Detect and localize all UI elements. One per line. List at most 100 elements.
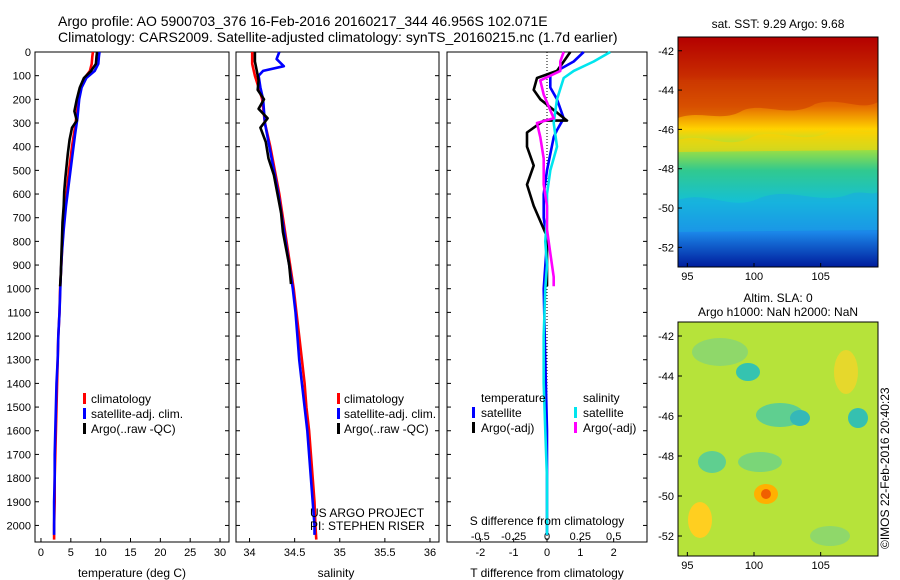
temperature-axis-ticks: 0 5 10 15 20 25 30 [35,51,229,559]
legend-swatch-climatology [83,393,86,404]
salinity-tick-label: 35.5 [374,547,395,559]
s-difference-axis-ticks: -0.5 -0.25 0 0.25 0.5 [471,531,621,543]
sla-map-latitude-label: -48 [658,451,674,463]
depth-tick-label: 100 [13,71,31,83]
depth-tick-label: 900 [13,260,31,272]
sla-map-image [678,322,878,556]
sst-field [678,37,878,267]
s-difference-axis-label: S difference from climatology [470,514,625,528]
salinity-legend: climatology satellite-adj. clim. Argo(..… [337,392,436,436]
sla-patch [790,410,810,426]
depth-axis-ticks: 0 100 200 300 400 500 600 700 800 900 1000 1100 1200… [7,47,31,532]
depth-tick-label: 1300 [7,355,31,367]
series-line-temperature-argo-adj [525,51,572,287]
salinity-tick-label: 34 [243,547,255,559]
difference-panel: -2 -1 0 1 2 -0.5 -0.25 0 0.25 0.5 S difference f… [446,50,648,580]
legend-header-temperature: temperature [481,391,546,405]
sla-patch [848,408,868,428]
sst-map-latitude-label: -42 [658,46,674,58]
depth-tick-label: 2000 [7,520,31,532]
sla-map-longitude-label: 105 [811,560,829,572]
legend-label-argo: Argo(..raw -QC) [344,422,429,436]
legend-swatch-salinity-satellite [574,407,577,418]
legend-label-climatology: climatology [91,392,151,406]
temperature-tick-label: 15 [124,547,136,559]
legend-label-satellite: satellite-adj. clim. [91,407,183,421]
depth-tick-label: 300 [13,118,31,130]
sst-front-warm [678,80,878,118]
pi-annotation: PI: STEPHEN RISER [310,519,425,533]
t-difference-tick-label: 2 [611,547,617,559]
legend-label-satellite: satellite-adj. clim. [344,407,436,421]
legend-swatch-temperature-satellite [472,407,475,418]
project-annotation: US ARGO PROJECT [310,506,425,520]
depth-tick-label: 1800 [7,473,31,485]
sla-map-latitude-label: -44 [658,371,674,383]
imos-watermark: ©IMOS 22-Feb-2016 20:40:23 [878,387,892,549]
s-difference-tick-label: -0.5 [471,531,490,543]
depth-tick-label: 1400 [7,378,31,390]
depth-tick-label: 1200 [7,331,31,343]
legend-label-argo: Argo(..raw -QC) [91,422,176,436]
s-difference-tick-label: 0 [544,531,550,543]
t-difference-tick-label: -2 [475,547,485,559]
difference-legend: temperature salinity satellite Argo(-adj… [472,391,636,435]
salinity-tick-label: 36 [424,547,436,559]
depth-tick-label: 200 [13,94,31,106]
series-line-argo-raw-qc [58,51,99,287]
sla-patch [736,363,760,381]
sla-patch [761,489,771,499]
legend-label-temperature-satellite: satellite [481,406,522,420]
sla-patch [688,502,712,538]
sst-map-longitude-label: 95 [681,271,693,283]
sla-map-subtitle: Argo h1000: NaN h2000: NaN [698,305,858,319]
temperature-panel: 0100200300400500600700800900100011001200… [7,47,230,580]
sla-map-latitude-ticks: -42 -44 -46 -48 -50 -52 [658,331,682,543]
sst-map-longitude-label: 105 [811,271,829,283]
difference-profile-lines [525,50,611,535]
depth-tick-label: 500 [13,165,31,177]
salinity-plot-frame [235,51,440,543]
sst-map-latitude-label: -52 [658,242,674,254]
sla-map-title: Altim. SLA: 0 [743,291,813,305]
salinity-axis-label: salinity [318,566,355,580]
sla-map-longitude-label: 95 [681,560,693,572]
legend-swatch-salinity-argo [574,422,577,433]
salinity-tick-label: 35 [334,547,346,559]
sla-patch [698,451,726,473]
temperature-axis-label: temperature (deg C) [78,566,186,580]
t-difference-axis-label: T difference from climatology [470,566,624,580]
sla-map-panel: Altim. SLA: 0 Argo h1000: NaN h2000: NaN… [658,291,879,572]
figure-title-line-2: Climatology: CARS2009. Satellite-adjuste… [58,29,618,45]
sla-map-latitude-label: -52 [658,531,674,543]
depth-tick-label: 600 [13,189,31,201]
depth-tick-label: 800 [13,236,31,248]
salinity-tick-label: 34.5 [284,547,305,559]
legend-label-salinity-argo: Argo(-adj) [583,421,636,435]
temperature-tick-label: 30 [214,547,226,559]
temperature-plot-frame [34,51,230,543]
salinity-axis-ticks: 34 34.5 35 35.5 36 [236,51,439,559]
sla-patch [692,338,748,366]
sla-patch [834,350,858,394]
sst-map-title: sat. SST: 9.29 Argo: 9.68 [712,17,845,31]
sst-front-cold [678,192,878,232]
figure-title-line-1: Argo profile: AO 5900703_376 16-Feb-2016… [58,13,548,29]
salinity-panel: 34 34.5 35 35.5 36 salinity climatology sate… [235,51,440,580]
sla-map-latitude-label: -42 [658,331,674,343]
t-difference-tick-label: -1 [509,547,519,559]
salinity-profile-lines [250,51,318,540]
sla-map-latitude-label: -50 [658,491,674,503]
temperature-tick-label: 20 [154,547,166,559]
temperature-profile-lines [52,51,101,540]
legend-swatch-argo [83,423,86,434]
temperature-tick-label: 5 [68,547,74,559]
s-difference-tick-label: -0.25 [501,531,526,543]
depth-tick-label: 400 [13,142,31,154]
sla-map-longitude-ticks: 95 100 105 [681,552,830,572]
legend-swatch-argo [337,423,340,434]
sst-map-latitude-label: -48 [658,164,674,176]
sst-map-latitude-label: -46 [658,124,674,136]
legend-label-climatology: climatology [344,392,404,406]
sla-patch [738,452,782,472]
